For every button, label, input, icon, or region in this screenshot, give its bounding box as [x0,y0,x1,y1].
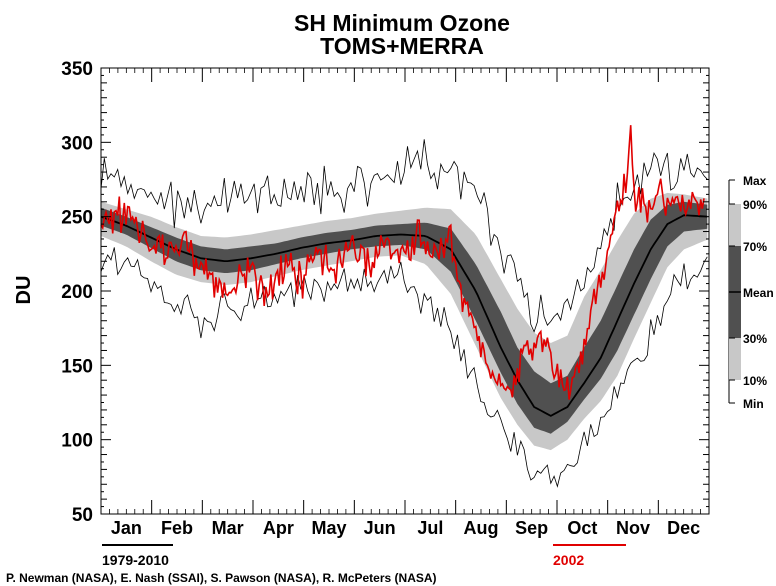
y-tick-label: 50 [72,505,93,526]
y-tick-label: 150 [61,356,93,377]
plot-area: 50 100 150 200 250 300 350 Jan Feb Mar Apr May Jun Ju… [61,59,710,538]
x-tick-label-feb: Feb [161,518,193,538]
x-tick-label-may: May [311,518,346,538]
climatology-period-label: 1979-2010 [102,552,169,568]
legend-label: Min [743,397,764,411]
legend-label: 10% [743,374,767,388]
x-tick-label-oct: Oct [567,518,597,538]
x-tick-label-dec: Dec [667,518,700,538]
legend-label: Mean [743,286,774,300]
series-max [100,139,708,333]
y-axis-label: DU [13,276,35,305]
band-30-70-percentile [101,201,708,434]
credit-line: P. Newman (NASA), E. Nash (SSAI), S. Paw… [6,571,437,585]
x-tick-label-jan: Jan [111,518,142,538]
x-tick-label-jul: Jul [417,518,443,538]
percentile-legend: Max 90% 70% Mean 30% 10% Min [728,174,774,411]
legend-label: 30% [743,332,767,346]
chart-title: SH Minimum Ozone [294,10,510,36]
x-tick-label-nov: Nov [616,518,650,538]
y-tick-label: 200 [61,282,93,303]
x-tick-label-mar: Mar [212,518,244,538]
y-tick-label: 300 [61,133,93,154]
x-tick-label-sep: Sep [515,518,548,538]
legend-label: 70% [743,240,767,254]
series-min [100,247,708,488]
legend-label: 90% [743,198,767,212]
chart-subtitle: TOMS+MERRA [320,33,484,59]
x-tick-label-aug: Aug [464,518,499,538]
x-tick-label-jun: Jun [364,518,396,538]
series-highlight-year [100,125,705,400]
y-tick-label: 350 [61,59,93,80]
x-tick-label-apr: Apr [263,518,294,538]
legend-label: Max [743,174,767,188]
highlight-year-label: 2002 [553,552,584,568]
y-tick-label: 100 [61,431,93,452]
y-tick-label: 250 [61,208,93,229]
series-mean [100,214,708,417]
